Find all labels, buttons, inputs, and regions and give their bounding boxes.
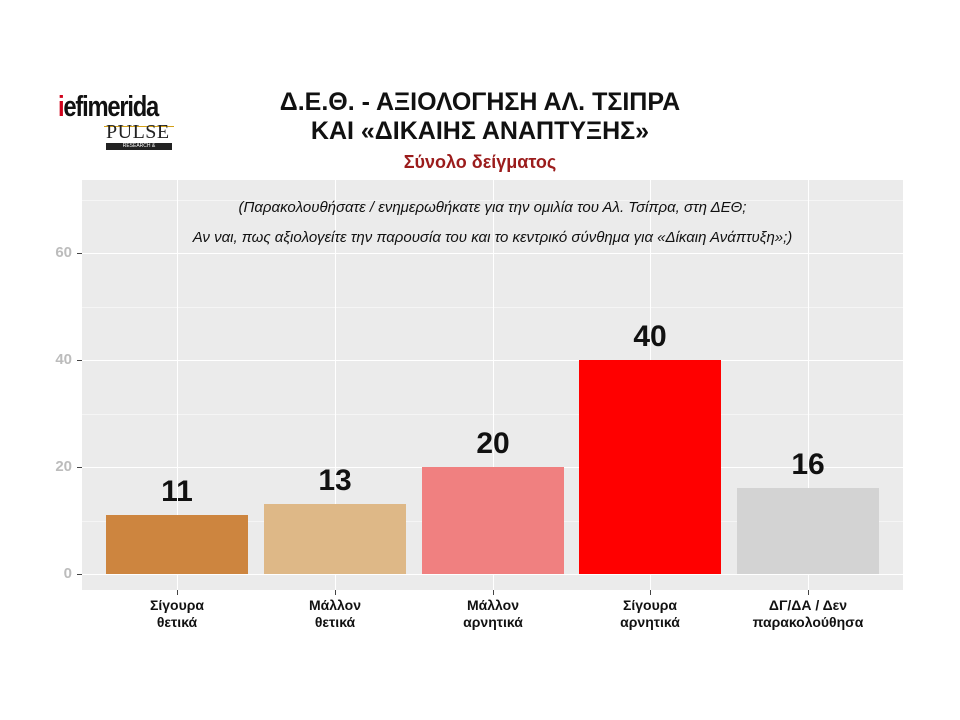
y-tick-mark bbox=[77, 574, 82, 575]
bar-value-label: 13 bbox=[318, 464, 352, 498]
bar-value-label: 20 bbox=[476, 427, 510, 460]
x-label-mallon-thetika: Μάλλον θετικά bbox=[308, 597, 361, 630]
chart-title-line2: ΚΑΙ «ΔΙΚΑΙΗΣ ΑΝΑΠΤΥΞΗΣ» bbox=[310, 117, 650, 145]
gridline-vertical bbox=[493, 180, 494, 590]
gridline-horizontal bbox=[82, 253, 903, 254]
gridline-horizontal bbox=[82, 574, 903, 575]
iefimerida-pulse-logo: iefimerida PULSE RESEARCH & CONSULTING bbox=[58, 92, 178, 158]
x-tick-mark bbox=[335, 590, 336, 595]
question-line2: Αν ναι, πως αξιολογείτε την παρουσία του… bbox=[192, 229, 793, 246]
gridline-horizontal bbox=[82, 306, 903, 308]
gridline-horizontal bbox=[82, 199, 903, 201]
bar bbox=[106, 515, 248, 574]
question-line1: (Παρακολουθήσατε / ενημερωθήκατε για την… bbox=[238, 199, 747, 216]
chart-title-line1: Δ.Ε.Θ. - ΑΞΙΟΛΟΓΗΣΗ ΑΛ. ΤΣΙΠΡΑ bbox=[279, 88, 681, 116]
gridline-vertical bbox=[808, 180, 809, 590]
bar bbox=[422, 467, 564, 574]
bar-value-label: 40 bbox=[633, 320, 667, 353]
x-tick-mark bbox=[177, 590, 178, 595]
y-tick-label: 60 bbox=[55, 244, 72, 261]
chart-subtitle: Σύνολο δείγματος bbox=[403, 152, 557, 172]
x-label-sigoura-arnitika: Σίγουρα αρνητικά bbox=[620, 597, 680, 630]
gridline-horizontal bbox=[82, 413, 903, 415]
bar bbox=[737, 488, 879, 574]
x-label-dg-da: ΔΓ/ΔΑ / Δεν παρακολούθησα bbox=[752, 597, 864, 630]
bar bbox=[264, 504, 406, 574]
bar-value-label: 16 bbox=[791, 448, 825, 482]
x-tick-mark bbox=[808, 590, 809, 595]
logo-partner-sub: RESEARCH & CONSULTING bbox=[106, 143, 172, 150]
x-label-mallon-arnitika: Μάλλον αρνητικά bbox=[463, 597, 523, 630]
logo-wordmark: iefimerida bbox=[58, 91, 159, 123]
bar-value-label: 11 bbox=[161, 475, 193, 509]
y-tick-label: 0 bbox=[63, 565, 72, 582]
gridline-horizontal bbox=[82, 360, 903, 361]
x-label-sigoura-thetika: Σίγουρα θετικά bbox=[149, 597, 205, 630]
x-tick-mark bbox=[650, 590, 651, 595]
y-tick-mark bbox=[77, 360, 82, 361]
gridline-vertical bbox=[335, 180, 336, 590]
y-tick-mark bbox=[77, 467, 82, 468]
x-tick-mark bbox=[493, 590, 494, 595]
y-tick-mark bbox=[77, 253, 82, 254]
y-tick-label: 40 bbox=[55, 351, 72, 368]
logo-partner: PULSE bbox=[106, 121, 170, 143]
y-tick-label: 20 bbox=[55, 458, 72, 475]
pulse-line-icon bbox=[104, 126, 174, 127]
gridline-vertical bbox=[177, 180, 178, 590]
bar bbox=[579, 360, 721, 574]
